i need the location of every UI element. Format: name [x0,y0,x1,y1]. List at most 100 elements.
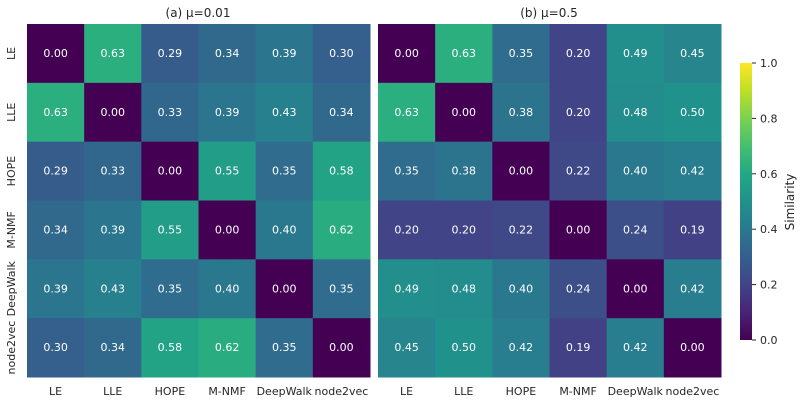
heatmap-b-cell-label: 0.50 [680,106,705,119]
heatmap-a-cell-label: 0.00 [158,165,183,178]
heatmap-b: (b) μ=0.5 0.00 0.63 0.35 0.20 0.49 0.450.63 0.… [378,6,722,398]
heatmap-a-cell-label: 0.30 [329,47,354,60]
heatmap-b-cell [435,24,493,84]
heatmap-a-cell [198,318,257,378]
heatmap-a-cell [198,200,257,260]
heatmap-b-cell [435,259,493,319]
heatmap-b-cell [606,82,665,143]
heatmap-a-cell-label: 0.39 [215,106,240,119]
heatmap-b-cell [606,141,665,201]
heatmap-a-cell-label: 0.63 [43,106,68,119]
heatmap-b-cell [549,24,608,84]
heatmap-a-cell [84,200,142,260]
heatmap-b-cell-label: 0.42 [680,165,705,178]
heatmap-b-cell-label: 0.42 [680,282,705,295]
heatmap-b-x-tick-label: LLE [454,385,473,398]
heatmap-a-x-ticks: LE LLE HOPE M-NMF DeepWalk node2vec [49,385,368,398]
heatmap-a-cell [27,318,85,378]
heatmap-b-cell-label: 0.40 [509,282,534,295]
heatmap-a-cell-label: 0.40 [215,282,240,295]
heatmap-a-y-tick-label: HOPE [5,156,18,187]
heatmap-a-cell [84,24,142,84]
heatmap-b-cell-label: 0.22 [566,165,591,178]
heatmap-b-cell-label: 0.45 [394,341,419,354]
heatmap-b-x-ticks: LE LLE HOPE M-NMF DeepWalk node2vec [400,385,719,398]
heatmap-a-cell [255,24,314,84]
heatmap-a-cell [198,82,257,143]
heatmap-b-cell-label: 0.00 [394,47,419,60]
heatmap-b-cell [606,200,665,260]
heatmap-b-cell [663,318,722,378]
heatmap-a-cell-label: 0.55 [215,165,240,178]
heatmap-b-cell [663,200,722,260]
heatmap-b-cell [378,318,436,378]
heatmap-b-cell [378,24,436,84]
heatmap-b-cell-label: 0.63 [394,106,419,119]
heatmap-b-cell [492,82,550,143]
heatmap-a-cell-label: 0.29 [158,47,183,60]
heatmap-a-cell-label: 0.34 [329,106,354,119]
heatmap-a-cell-label: 0.34 [215,47,240,60]
heatmap-a-cell [141,200,199,260]
heatmap-a-cell-label: 0.43 [272,106,297,119]
heatmap-b-cell [378,141,436,201]
heatmap-b-cell-label: 0.50 [452,341,477,354]
heatmap-b-cell-label: 0.40 [623,165,648,178]
heatmap-b-cell-label: 0.22 [509,223,534,236]
colorbar-label: Similarity [783,174,797,231]
heatmap-a-y-tick-label: M-NMF [5,211,18,249]
heatmap-a-cell-label: 0.58 [158,341,183,354]
heatmap-a-cell-label: 0.33 [101,165,126,178]
heatmap-b-cell-label: 0.38 [509,106,534,119]
heatmap-a-cells: 0.00 0.63 0.29 0.34 0.39 0.30 0.63 0.00 0.33 0.39… [27,24,371,378]
heatmap-b-cell [663,24,722,84]
heatmap-b-cell-label: 0.49 [394,282,419,295]
heatmap-b-cell-label: 0.20 [566,47,591,60]
heatmap-b-cell [435,141,493,201]
heatmap-b-cell-label: 0.24 [566,282,591,295]
colorbar-gradient [740,63,752,340]
heatmap-b-cell [378,82,436,143]
heatmap-b-cell-label: 0.20 [452,223,477,236]
heatmap-a: (a) μ=0.01 0.00 0.63 0.29 0.34 0.39 0.300.63 0… [5,6,371,398]
heatmap-b-cell [549,318,608,378]
heatmap-a-cell [27,24,85,84]
heatmap-a-cell-label: 0.35 [329,282,354,295]
heatmap-b-cell [663,141,722,201]
heatmap-b-cell-label: 0.20 [566,106,591,119]
heatmap-a-y-tick-label: node2vec [5,321,18,375]
heatmap-a-cell [312,82,371,143]
heatmap-a-cell [198,259,257,319]
heatmap-a-x-tick-label: node2vec [315,385,369,398]
heatmap-b-cell [606,318,665,378]
heatmap-b-cell [549,141,608,201]
heatmap-a-cell [84,141,142,201]
heatmap-b-cell [435,82,493,143]
heatmap-b-cell [606,24,665,84]
heatmap-a-cell-label: 0.43 [101,282,126,295]
heatmap-b-x-tick-label: M-NMF [559,385,597,398]
heatmap-a-cell [255,318,314,378]
heatmap-a-cell [27,259,85,319]
heatmap-a-cell [27,141,85,201]
heatmap-a-y-tick-label: LE [5,47,18,60]
heatmap-a-cell [255,82,314,143]
heatmap-a-cell [27,200,85,260]
heatmap-b-cell [663,82,722,143]
heatmap-b-cell-label: 0.35 [394,165,419,178]
heatmap-a-cell [141,141,199,201]
heatmap-b-cell [663,259,722,319]
heatmap-b-cell-label: 0.19 [680,223,705,236]
heatmap-a-cell-label: 0.58 [329,165,354,178]
colorbar-tick-label: 1.0 [760,57,778,70]
heatmap-b-cell [549,82,608,143]
colorbar-tick-label: 0.6 [760,168,778,181]
heatmap-a-cell-label: 0.40 [272,223,297,236]
heatmap-a-cell-label: 0.29 [43,165,68,178]
heatmap-a-cell-label: 0.34 [43,223,68,236]
heatmap-b-cell [492,24,550,84]
heatmap-a-cell-label: 0.33 [158,106,183,119]
heatmap-b-cell-label: 0.00 [623,282,648,295]
heatmap-a-cell-label: 0.35 [158,282,183,295]
heatmap-a-cell [255,259,314,319]
